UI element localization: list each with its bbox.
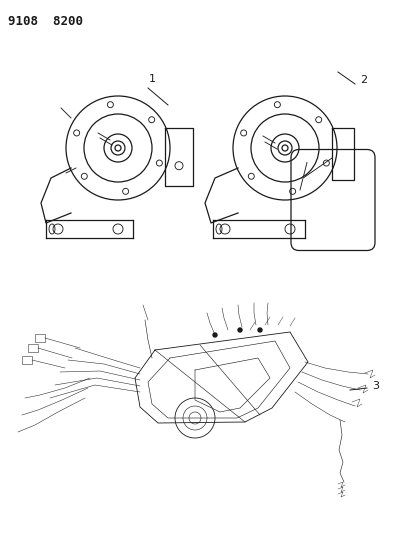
Text: 1: 1 [148, 74, 155, 84]
Circle shape [257, 328, 261, 332]
Text: 3: 3 [371, 381, 378, 391]
Text: 9108  8200: 9108 8200 [8, 15, 83, 28]
Text: 2: 2 [359, 75, 366, 85]
Bar [35, 334, 45, 342]
Circle shape [213, 333, 216, 337]
Bar [28, 344, 38, 352]
Circle shape [237, 328, 241, 332]
Bar [22, 356, 32, 364]
